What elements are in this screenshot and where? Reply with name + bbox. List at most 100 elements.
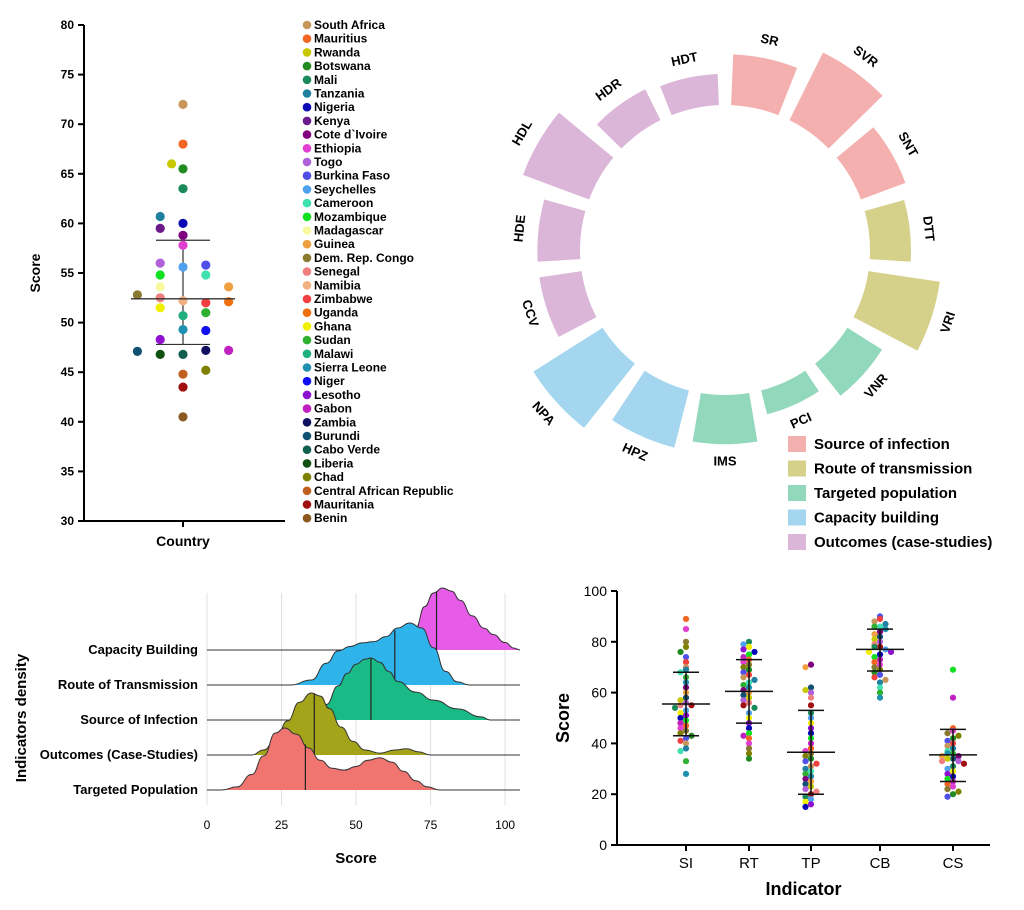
category-label: SVR xyxy=(851,42,882,70)
indicator-point xyxy=(802,775,809,783)
bar-pci xyxy=(761,370,819,415)
country-point xyxy=(155,282,165,292)
indicator-point xyxy=(677,725,684,732)
country-point xyxy=(178,369,188,379)
indicator-point xyxy=(682,659,690,666)
legend-label: South Africa xyxy=(314,18,385,32)
category-label: DTT xyxy=(920,215,938,242)
legend-label: Gabon xyxy=(314,402,352,416)
category-label: HDR xyxy=(593,75,625,104)
bar-dtt xyxy=(864,199,911,262)
category-label: SR xyxy=(759,31,780,50)
indicator-point xyxy=(745,750,753,757)
country-point xyxy=(178,311,188,321)
x-tick-label: 100 xyxy=(495,818,515,832)
legend-label: Central African Republic xyxy=(314,484,454,498)
indicator-point xyxy=(740,681,747,689)
indicator-point xyxy=(802,770,809,777)
indicator-point xyxy=(802,765,809,772)
indicator-point xyxy=(887,648,895,656)
indicator-point xyxy=(807,684,815,691)
country-point xyxy=(201,345,211,355)
legend-label: Burundi xyxy=(314,429,360,443)
indicator-point xyxy=(745,643,753,650)
density-outline xyxy=(207,727,520,791)
indicator-point xyxy=(677,648,684,656)
indicator-point xyxy=(802,686,809,694)
indicator-point xyxy=(949,666,957,673)
country-point xyxy=(155,349,165,359)
indicator-point xyxy=(682,740,690,747)
density-area xyxy=(207,728,520,790)
indicator-point xyxy=(944,786,951,793)
legend-label: Source of infection xyxy=(814,436,950,453)
y-axis-title: Indicators density xyxy=(13,653,30,782)
y-axis-title: Score xyxy=(27,253,43,292)
indicator-point xyxy=(682,615,690,623)
indicator-point xyxy=(740,664,747,671)
y-tick-label: 100 xyxy=(584,583,608,599)
y-tick-label: 40 xyxy=(591,735,607,751)
category-label: SNT xyxy=(895,129,921,159)
legend-marker xyxy=(302,308,312,318)
legend-swatch xyxy=(788,485,806,501)
legend-label: Nigeria xyxy=(314,100,355,114)
bar-ims xyxy=(692,392,758,445)
indicator-point xyxy=(807,694,815,701)
x-tick-label: 0 xyxy=(204,818,211,832)
x-axis-title: Score xyxy=(335,850,377,867)
legend-marker xyxy=(302,267,312,276)
bar-hdl xyxy=(522,112,614,200)
indicator-density-ridgeline: 0 25 50 75 100 Capacity Building Route of Tran… xyxy=(13,587,521,867)
country-point xyxy=(201,308,211,318)
legend-marker xyxy=(302,390,312,400)
indicator-point xyxy=(802,758,809,765)
country-point xyxy=(178,99,188,109)
indicator-point xyxy=(682,653,690,661)
indicator-point xyxy=(745,735,753,742)
indicator-point xyxy=(740,692,747,699)
indicator-point xyxy=(802,786,809,793)
legend-marker xyxy=(302,349,312,359)
legend-swatch xyxy=(788,436,806,452)
ridge-label: Capacity Building xyxy=(88,642,198,657)
indicator-point xyxy=(871,618,878,625)
indicator-point xyxy=(944,737,951,744)
indicator-point xyxy=(871,623,878,630)
country-point xyxy=(201,270,211,280)
legend-marker xyxy=(302,157,312,167)
legend-label: Zambia xyxy=(314,415,356,429)
legend-label: Malawi xyxy=(314,347,353,361)
category-label: HDE xyxy=(511,214,529,243)
indicator-point xyxy=(949,694,957,701)
indicator-point xyxy=(740,702,747,709)
country-point xyxy=(224,345,234,355)
legend-label: Guinea xyxy=(314,237,355,251)
indicator-point xyxy=(677,714,684,722)
indicator-point xyxy=(955,758,962,765)
indicator-point xyxy=(740,732,747,739)
indicator-point xyxy=(802,753,809,760)
legend-label: Rwanda xyxy=(314,45,360,59)
legend-label: Chad xyxy=(314,470,344,484)
indicator-point xyxy=(682,666,690,673)
legend-label: Senegal xyxy=(314,265,360,279)
legend-marker xyxy=(302,513,312,523)
indicator-point xyxy=(876,615,884,623)
x-tick-label: TP xyxy=(801,855,820,872)
x-tick-label: 50 xyxy=(349,818,363,832)
ridge-label: Targeted Population xyxy=(73,782,198,797)
legend-marker xyxy=(302,253,312,263)
legend-label: Mali xyxy=(314,73,337,87)
indicator-point xyxy=(871,643,878,650)
legend-marker xyxy=(302,322,312,331)
legend-marker xyxy=(302,459,312,468)
indicator-point xyxy=(745,725,753,732)
indicator-point xyxy=(807,801,815,808)
country-point xyxy=(178,164,188,174)
legend-label: Outcomes (case-studies) xyxy=(814,534,992,551)
ridge-label: Source of Infection xyxy=(80,712,198,727)
indicator-point xyxy=(671,704,679,711)
indicator-point xyxy=(677,709,684,717)
legend-marker xyxy=(302,20,312,30)
